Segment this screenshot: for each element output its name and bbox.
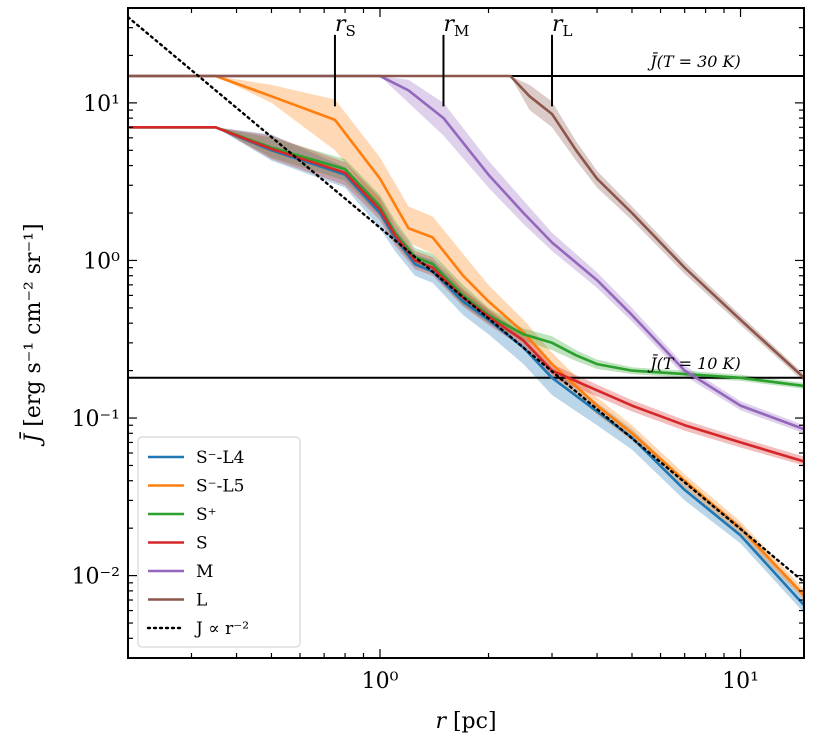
- y-tick-label: 10¹: [83, 92, 120, 117]
- legend-label-j-rminus: J ∝ r⁻²: [194, 619, 249, 639]
- band-l: [128, 76, 804, 382]
- legend: S⁻-L4 S⁻-L5 S⁺ SML J ∝ r⁻²: [137, 436, 301, 648]
- x-tick-label: 10⁰: [362, 669, 399, 694]
- y-axis-label: J̄ [erg s⁻¹ cm⁻² sr⁻¹]: [19, 223, 46, 446]
- legend-label-m: M: [196, 562, 213, 582]
- marker-label: rM: [443, 12, 469, 40]
- legend-label-s: S: [196, 534, 208, 554]
- marker-label: rL: [552, 12, 573, 40]
- line-l: [128, 74, 804, 379]
- legend-box: [137, 436, 301, 648]
- hline-label: J̄(T = 30 K): [647, 50, 741, 71]
- line-m: [128, 74, 804, 431]
- line-sminus-l4: [128, 126, 804, 606]
- legend-label-l: L: [196, 591, 207, 611]
- legend-label-sminus-l4: S⁻-L4: [196, 448, 244, 468]
- line-sminus-l5: [128, 74, 804, 597]
- marker-label: rS: [335, 12, 356, 40]
- y-tick-label: 10⁻²: [72, 565, 120, 590]
- hline-label: J̄(T = 10 K): [647, 352, 741, 373]
- y-tick-label: 10⁻¹: [72, 407, 120, 432]
- legend-label-sminus-l5: S⁻-L5: [196, 477, 244, 497]
- x-axis-label: r [pc]: [435, 709, 496, 734]
- line-splus: [128, 126, 804, 388]
- legend-label-splus: S⁺: [196, 505, 217, 525]
- plot-frame: [127, 7, 805, 659]
- x-tick-label: 10¹: [722, 669, 759, 694]
- y-tick-label: 10⁰: [83, 249, 120, 274]
- reference-line: [128, 15, 804, 584]
